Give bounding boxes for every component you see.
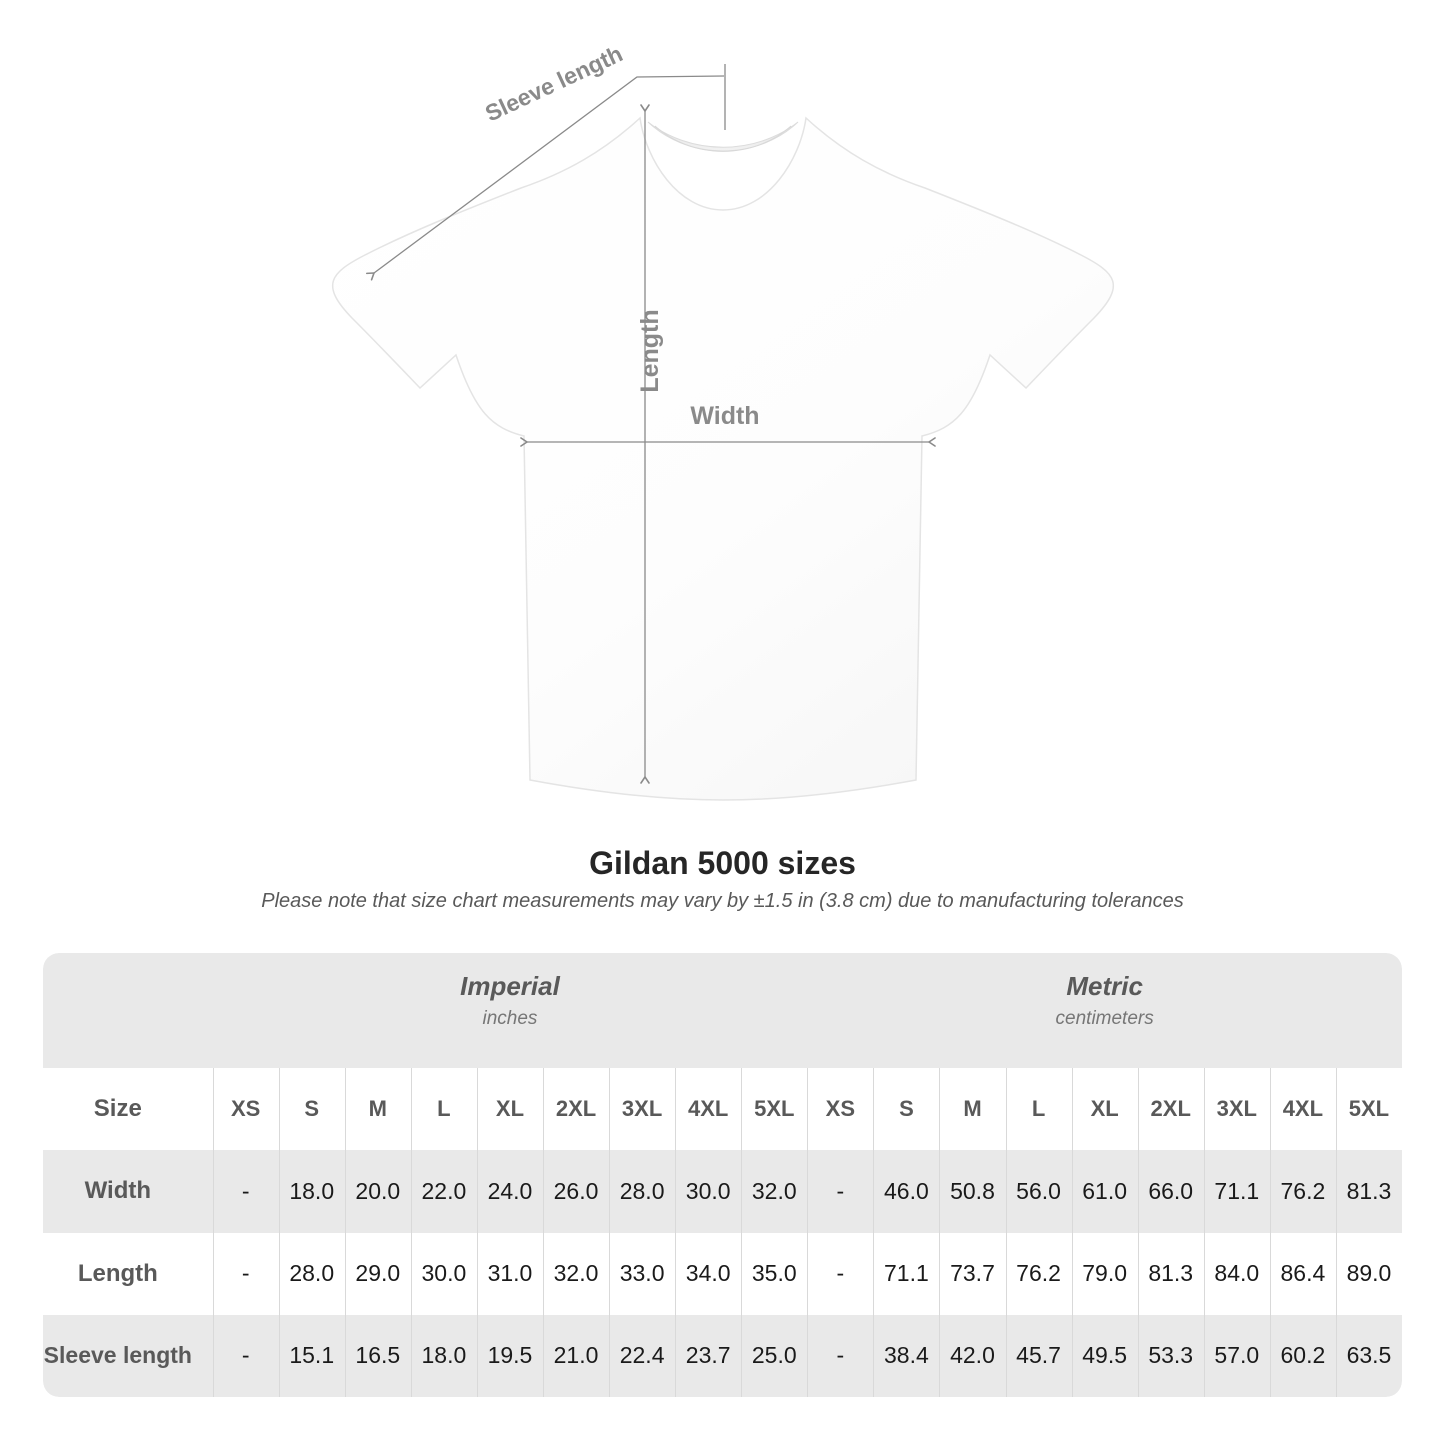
svg-text:Sleeve length: Sleeve length [481,40,626,126]
svg-text:Width: Width [690,402,759,430]
svg-text:Length: Length [636,309,664,392]
